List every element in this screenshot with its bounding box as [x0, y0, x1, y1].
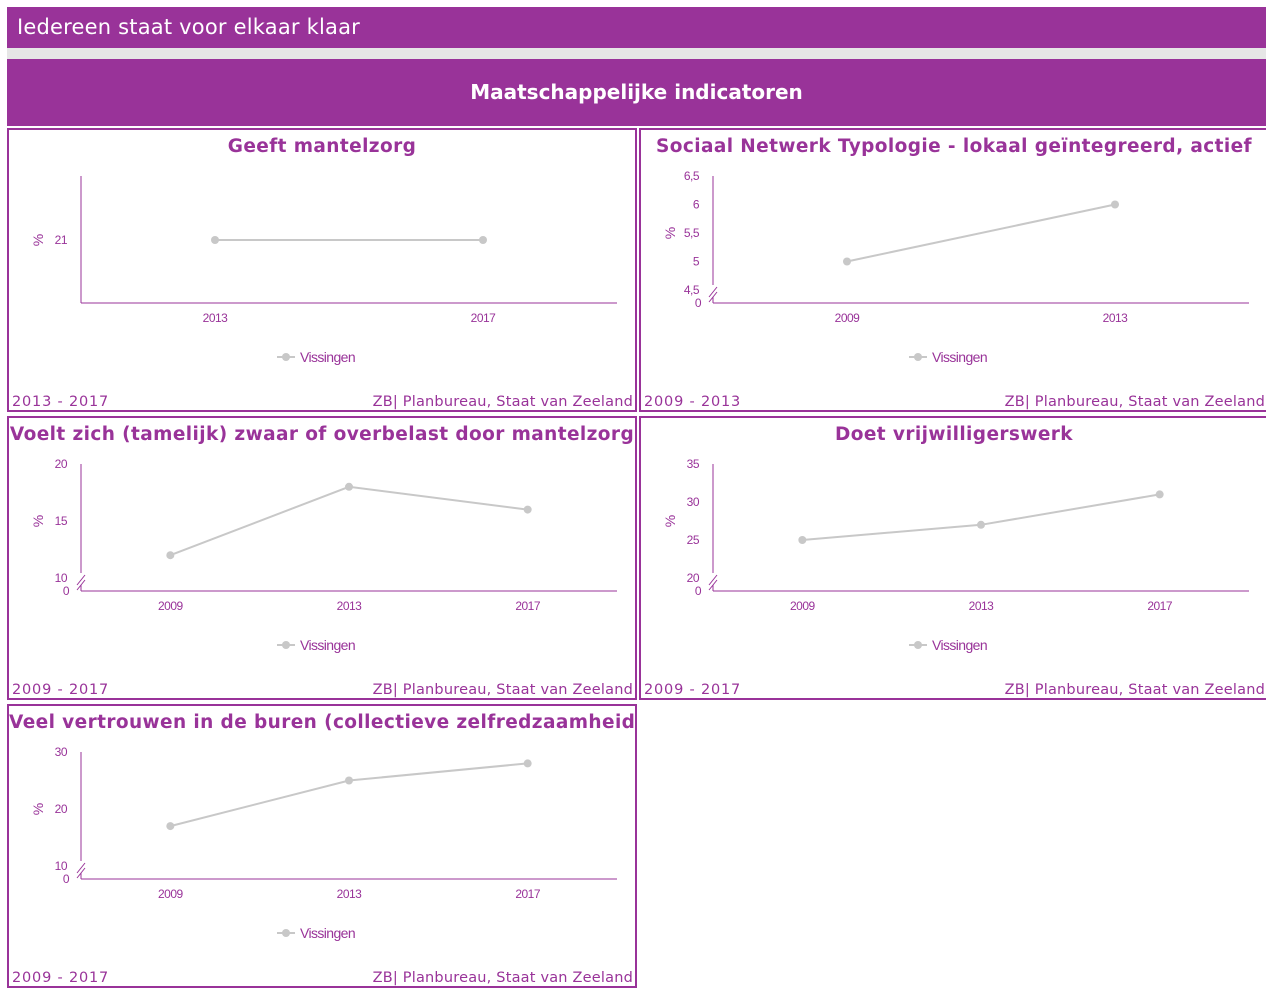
- chart-title: Voelt zich (tamelijk) zwaar of overbelas…: [9, 424, 635, 445]
- y-tick-label: 20: [55, 457, 68, 471]
- legend-label: Vissingen: [300, 637, 355, 653]
- y-axis-label: %: [662, 515, 678, 527]
- period-label: 2009 - 2013: [644, 394, 742, 410]
- section-header: Maatschappelijke indicatoren: [7, 59, 1266, 126]
- y-axis-label: %: [30, 234, 46, 246]
- y-tick-label: 0: [63, 584, 70, 598]
- chart-title: Geeft mantelzorg: [227, 136, 417, 157]
- y-tick-label: 0: [63, 872, 70, 886]
- y-tick-label: 6: [693, 198, 700, 212]
- x-tick-label: 2017: [515, 887, 541, 901]
- data-point: [479, 236, 487, 244]
- y-tick-label: 10: [55, 571, 68, 585]
- period-label: 2009 - 2017: [644, 682, 742, 698]
- y-tick-label: 5,5: [684, 226, 700, 240]
- y-tick-label: 25: [687, 533, 700, 547]
- data-point: [977, 520, 985, 529]
- x-tick-label: 2013: [203, 311, 229, 325]
- axis-break-mark: [76, 862, 86, 874]
- y-tick-label: 4,5: [684, 283, 700, 297]
- chart-svg: 010 15 20% 2009 2013 2017 Vissingen: [30, 457, 617, 653]
- y-tick-label: 30: [55, 745, 68, 759]
- legend-marker: [282, 641, 290, 649]
- data-point: [1111, 200, 1119, 209]
- legend-marker: [914, 353, 922, 361]
- y-tick-label: 20: [687, 571, 700, 585]
- x-tick-label: 2017: [515, 599, 541, 613]
- chart-title: Veel vertrouwen in de buren (collectieve…: [9, 712, 637, 733]
- chart-svg: 020 25 30 35% 2009 2013 2017 Vissingen: [662, 457, 1249, 653]
- page-header: Iedereen staat voor elkaar klaar: [7, 7, 1266, 48]
- axis-break-mark: [76, 574, 86, 586]
- y-tick-label: 10: [55, 859, 68, 873]
- data-point: [523, 505, 532, 514]
- source-label: ZB| Planbureau, Staat van Zeeland: [1004, 394, 1265, 410]
- x-tick-label: 2017: [1147, 599, 1173, 613]
- x-tick-label: 2009: [158, 599, 184, 613]
- chart-title: Sociaal Netwerk Typologie - lokaal geïnt…: [656, 136, 1252, 157]
- y-tick-label: 6,5: [684, 169, 700, 183]
- data-point: [843, 257, 851, 266]
- series-line: [846, 203, 1116, 263]
- y-tick-label: 21: [55, 233, 68, 247]
- data-point: [798, 536, 807, 544]
- source-label: ZB| Planbureau, Staat van Zeeland: [372, 682, 633, 698]
- y-tick-label: 15: [55, 514, 68, 528]
- period-label: 2013 - 2017: [12, 394, 110, 410]
- period-label: 2009 - 2017: [12, 682, 110, 698]
- x-tick-label: 2009: [835, 311, 861, 325]
- chart-svg: 010 20 30% 2009 2013 2017 Vissingen: [30, 745, 617, 941]
- data-point: [1155, 490, 1164, 499]
- x-tick-label: 2013: [337, 887, 363, 901]
- x-tick-label: 2013: [1103, 311, 1129, 325]
- x-tick-label: 2013: [337, 599, 363, 613]
- legend-label: Vissingen: [300, 349, 355, 365]
- series-line: [169, 485, 528, 557]
- y-tick-label: 5: [693, 255, 700, 269]
- axis-break-mark: [708, 574, 718, 586]
- data-point: [345, 776, 353, 785]
- x-tick-label: 2017: [471, 311, 497, 325]
- legend-label: Vissingen: [932, 637, 987, 653]
- data-point: [211, 236, 219, 244]
- y-axis-label: %: [30, 803, 46, 815]
- page-title: Iedereen staat voor elkaar klaar: [17, 15, 360, 39]
- chart-panel-overbelast-mantelzorg: Voelt zich (tamelijk) zwaar of overbelas…: [7, 416, 637, 700]
- legend-marker: [282, 353, 290, 361]
- axis-break-mark: [708, 286, 718, 298]
- series-line: [170, 762, 528, 828]
- x-tick-label: 2009: [790, 599, 816, 613]
- legend-label: Vissingen: [300, 925, 355, 941]
- chart-panel-vertrouwen-buren: Veel vertrouwen in de buren (collectieve…: [7, 704, 637, 988]
- legend-marker: [914, 641, 922, 649]
- chart-panel-sociaal-netwerk: Sociaal Netwerk Typologie - lokaal geïnt…: [639, 128, 1266, 412]
- period-label: 2009 - 2017: [12, 970, 110, 986]
- x-tick-label: 2009: [158, 887, 184, 901]
- y-axis-label: %: [662, 227, 678, 239]
- y-tick-label: 0: [695, 296, 702, 310]
- x-tick-label: 2013: [969, 599, 995, 613]
- chart-panel-vrijwilligerswerk: Doet vrijwilligerswerk 0 20 25 30 35% 2009 201…: [639, 416, 1266, 700]
- y-tick-label: 0: [695, 584, 702, 598]
- y-axis-label: %: [30, 515, 46, 527]
- series-line: [802, 493, 1160, 541]
- y-tick-label: 35: [687, 457, 700, 471]
- chart-title: Doet vrijwilligerswerk: [834, 424, 1073, 445]
- y-tick-label: 20: [55, 802, 68, 816]
- data-point: [345, 482, 353, 491]
- source-label: ZB| Planbureau, Staat van Zeeland: [372, 970, 633, 986]
- legend-label: Vissingen: [932, 349, 987, 365]
- section-title: Maatschappelijke indicatoren: [470, 80, 803, 104]
- data-point: [523, 759, 532, 768]
- legend-marker: [282, 929, 290, 937]
- y-tick-label: 30: [687, 495, 700, 509]
- source-label: ZB| Planbureau, Staat van Zeeland: [372, 394, 633, 410]
- source-label: ZB| Planbureau, Staat van Zeeland: [1004, 682, 1265, 698]
- chart-svg: 21% 2013 2017 Vissingen: [30, 176, 617, 365]
- chart-svg: 04,5 5 5,5 6 6,5% 2009 2013 Vissingen: [662, 169, 1249, 365]
- data-point: [166, 551, 175, 560]
- chart-panel-geeft-mantelzorg: Geeft mantelzorg 21% 2013 2017 Vissingen 20…: [7, 128, 637, 412]
- data-point: [166, 822, 175, 831]
- header-divider: [7, 48, 1266, 59]
